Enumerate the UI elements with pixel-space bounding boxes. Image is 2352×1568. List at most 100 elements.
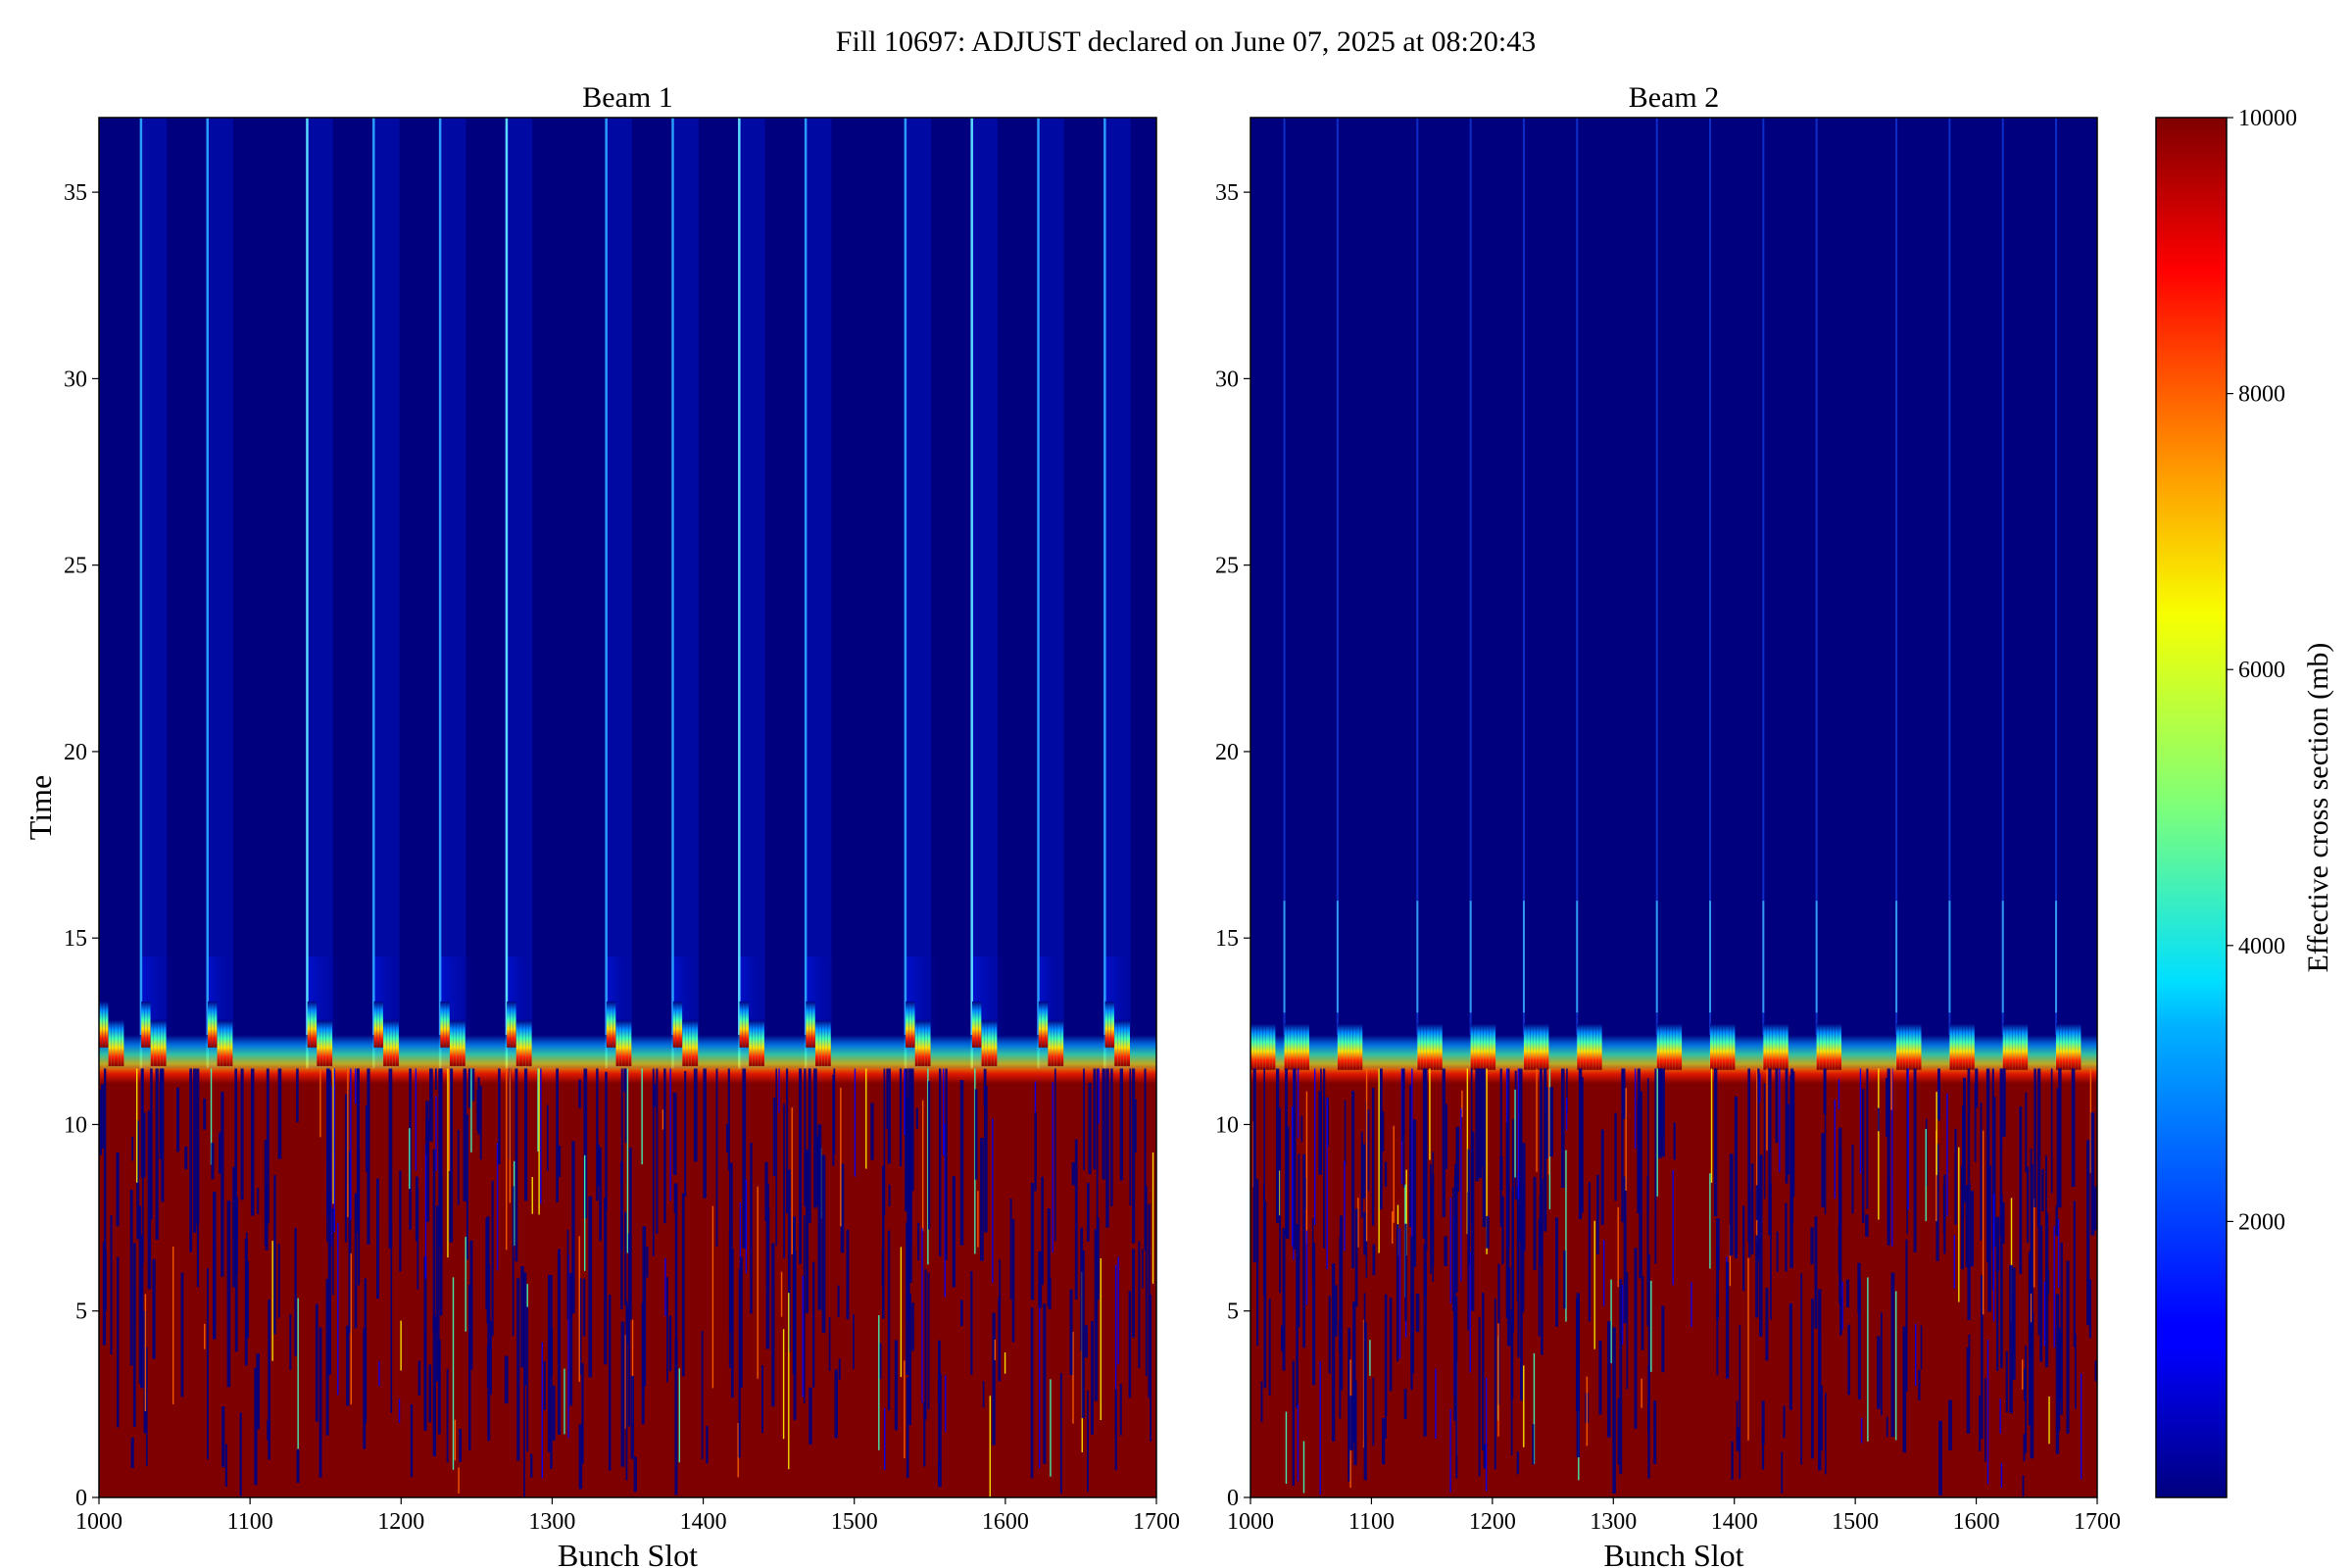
train-streak	[372, 118, 375, 1069]
noise-streak	[693, 1068, 698, 1162]
noise-streak	[1776, 1231, 1779, 1273]
transition-bump	[449, 1019, 453, 1066]
noise-streak	[2030, 1313, 2034, 1459]
noise-streak	[221, 1406, 225, 1468]
noise-streak	[1344, 1100, 1347, 1165]
noise-streak	[1586, 1376, 1589, 1446]
transition-bump	[742, 1001, 746, 1048]
noise-streak	[1268, 1298, 1271, 1396]
noise-streak	[1054, 1068, 1056, 1242]
noise-streak	[1291, 1106, 1294, 1247]
noise-streak	[1367, 1109, 1370, 1192]
noise-streak	[1768, 1068, 1772, 1236]
transition-bump	[1038, 1001, 1042, 1048]
transition-bump	[1918, 1023, 1922, 1070]
noise-streak	[1986, 1340, 1989, 1485]
transition-bump	[911, 1001, 915, 1048]
noise-streak	[711, 1205, 714, 1389]
noise-streak	[1877, 1336, 1881, 1409]
transition-bump	[1470, 1023, 1474, 1070]
noise-streak	[1134, 1099, 1137, 1152]
noise-streak	[813, 1068, 817, 1208]
noise-streak	[1961, 1165, 1964, 1270]
noise-streak	[1598, 1341, 1602, 1415]
noise-streak	[1339, 1215, 1344, 1391]
noise-streak	[945, 1068, 948, 1260]
transition-bump	[510, 1001, 514, 1048]
colorbar-tick-label: 10000	[2238, 106, 2297, 131]
noise-streak	[2041, 1169, 2044, 1212]
noise-streak	[1785, 1068, 1788, 1184]
noise-streak	[1792, 1071, 1795, 1197]
transition-bump	[1666, 1023, 1670, 1070]
noise-streak	[624, 1211, 627, 1305]
noise-streak	[1086, 1183, 1090, 1242]
noise-streak	[2075, 1333, 2077, 1409]
noise-streak	[959, 1080, 964, 1246]
noise-streak	[432, 1149, 436, 1332]
transition-bump	[758, 1019, 761, 1066]
transition-bump	[1344, 1023, 1348, 1070]
y-tick-label: 35	[64, 180, 87, 206]
noise-streak	[477, 1077, 480, 1135]
noise-streak	[1520, 1205, 1523, 1401]
noise-streak	[1880, 1312, 1883, 1416]
noise-streak	[1311, 1218, 1314, 1281]
transition-bump	[1716, 1023, 1720, 1070]
noise-streak	[1300, 1115, 1303, 1143]
transition-bump	[118, 1019, 122, 1066]
noise-streak	[526, 1305, 529, 1452]
transition-bump	[1110, 1001, 1114, 1048]
noise-streak	[684, 1070, 687, 1197]
transition-bump	[760, 1019, 764, 1066]
transition-bump	[610, 1001, 613, 1048]
noise-streak	[1449, 1198, 1451, 1304]
transition-bump	[462, 1019, 466, 1066]
noise-streak	[1467, 1149, 1471, 1265]
transition-bump	[2065, 1023, 2069, 1070]
transition-bump	[1590, 1023, 1593, 1070]
noise-streak	[937, 1340, 941, 1403]
train-streak	[139, 118, 143, 1069]
noise-streak	[1710, 1068, 1713, 1183]
noise-streak	[1494, 1298, 1496, 1470]
train-streak	[605, 118, 608, 1069]
noise-streak	[886, 1068, 888, 1130]
noise-streak	[1098, 1068, 1100, 1124]
noise-streak	[1726, 1261, 1730, 1379]
transition-bump	[1473, 1023, 1477, 1070]
noise-streak	[1859, 1068, 1862, 1174]
noise-streak	[459, 1429, 463, 1462]
noise-streak	[1453, 1292, 1456, 1421]
transition-bump	[924, 1019, 928, 1066]
transition-bump	[2009, 1023, 2013, 1070]
train-band	[307, 118, 333, 1069]
noise-streak	[1942, 1185, 1946, 1234]
noise-streak	[1953, 1235, 1955, 1289]
noise-streak	[1510, 1317, 1513, 1456]
noise-streak	[1634, 1068, 1637, 1149]
train-streak	[1037, 118, 1040, 1069]
transition-bump	[220, 1019, 223, 1066]
noise-streak	[1408, 1085, 1412, 1227]
noise-streak	[1563, 1250, 1566, 1309]
transition-bump	[1539, 1023, 1543, 1070]
noise-streak	[1326, 1098, 1328, 1270]
noise-streak	[2023, 1368, 2027, 1401]
noise-streak	[1895, 1291, 1897, 1441]
transition-bump	[615, 1019, 619, 1066]
noise-streak	[1867, 1277, 1869, 1442]
heatmap-cells	[99, 118, 1156, 1497]
noise-streak	[1331, 1263, 1336, 1442]
transition-bump	[1769, 1023, 1773, 1070]
transition-bump	[1816, 1023, 1820, 1070]
noise-streak	[504, 1355, 509, 1404]
noise-streak	[582, 1278, 586, 1337]
noise-streak	[449, 1068, 454, 1243]
noise-streak	[235, 1197, 238, 1273]
transition-bump	[1832, 1023, 1836, 1070]
train-streak-tip	[1522, 901, 1525, 1013]
noise-streak	[1451, 1187, 1454, 1311]
noise-streak	[175, 1087, 180, 1152]
noise-streak	[1469, 1251, 1471, 1373]
